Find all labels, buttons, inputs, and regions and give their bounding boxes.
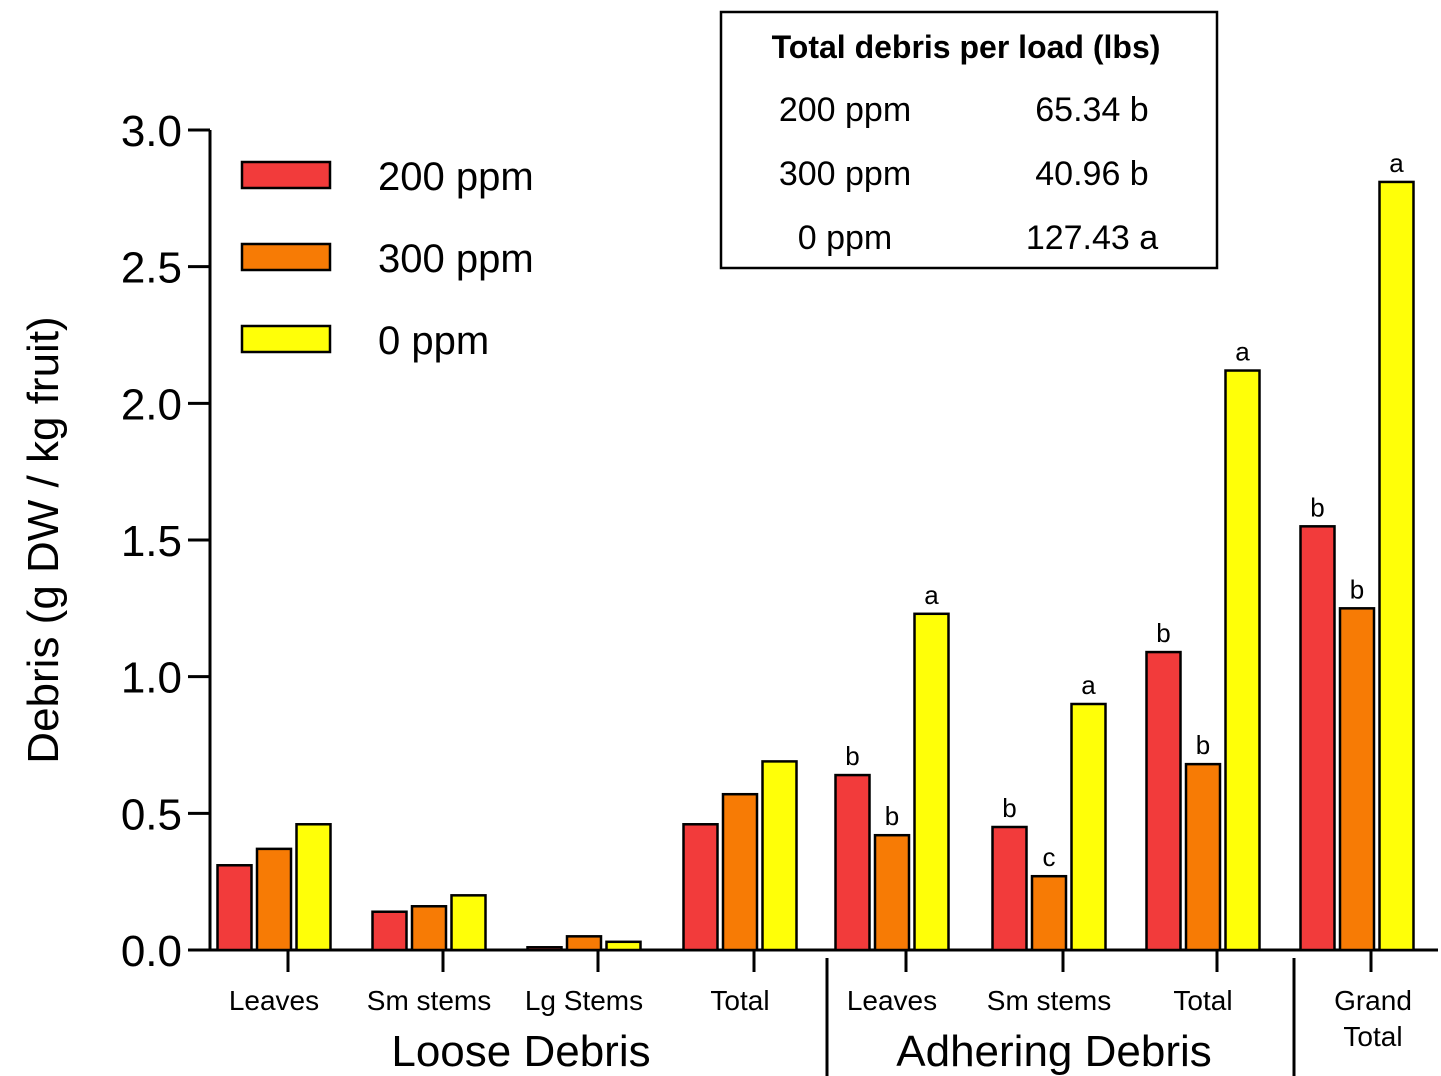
y-axis-title: Debris (g DW / kg fruit) (19, 316, 68, 763)
group-label: Loose Debris (391, 1027, 650, 1076)
x-category-label: Leaves (847, 985, 937, 1016)
inset-table-title: Total debris per load (lbs) (772, 29, 1161, 65)
bar (684, 824, 718, 950)
bar (257, 849, 291, 950)
bar (218, 865, 252, 950)
bar (373, 912, 407, 950)
bar (412, 906, 446, 950)
significance-letter: a (1235, 337, 1250, 367)
bar (1147, 652, 1181, 950)
significance-letter: b (845, 741, 859, 771)
group-label: Adhering Debris (896, 1027, 1212, 1076)
bar (1186, 764, 1220, 950)
x-category-label: Sm stems (367, 985, 491, 1016)
x-category-label: Total (710, 985, 769, 1016)
bar (567, 936, 601, 950)
bar (452, 895, 486, 950)
inset-table-value: 40.96 b (1035, 155, 1148, 193)
bar (993, 827, 1027, 950)
y-tick-label: 0.5 (121, 790, 182, 839)
y-tick-label: 3.0 (121, 107, 182, 156)
significance-letter: a (1389, 148, 1404, 178)
inset-table-value: 127.43 a (1026, 219, 1158, 257)
significance-letter: b (1002, 793, 1016, 823)
y-tick-label: 1.0 (121, 654, 182, 703)
significance-letter: c (1043, 842, 1056, 872)
significance-letter: b (885, 801, 899, 831)
bar (1032, 876, 1066, 950)
bar (1380, 182, 1414, 950)
x-category-label: Total (1343, 1021, 1402, 1052)
bar (723, 794, 757, 950)
inset-table-value: 65.34 b (1035, 91, 1148, 129)
legend-label: 200 ppm (378, 155, 534, 199)
legend-swatch (242, 244, 330, 270)
y-tick-label: 0.0 (121, 927, 182, 976)
legend-swatch (242, 326, 330, 352)
x-category-label: Leaves (229, 985, 319, 1016)
legend-label: 300 ppm (378, 237, 534, 281)
y-tick-label: 2.5 (121, 244, 182, 293)
bar (1072, 704, 1106, 950)
y-tick-label: 1.5 (121, 517, 182, 566)
x-category-label: Lg Stems (525, 985, 643, 1016)
bar (1301, 526, 1335, 950)
legend-label: 0 ppm (378, 319, 489, 363)
significance-letter: b (1156, 618, 1170, 648)
bar (836, 775, 870, 950)
bar (1340, 608, 1374, 950)
significance-letter: a (1081, 670, 1096, 700)
inset-table-treatment: 300 ppm (779, 155, 911, 193)
y-tick-label: 2.0 (121, 380, 182, 429)
bar (1226, 371, 1260, 950)
x-category-label: Sm stems (987, 985, 1111, 1016)
inset-table-treatment: 0 ppm (798, 219, 893, 257)
x-category-label: Total (1173, 985, 1232, 1016)
legend-swatch (242, 162, 330, 188)
bar (763, 761, 797, 950)
significance-letter: b (1350, 574, 1364, 604)
significance-letter: a (924, 580, 939, 610)
inset-table-treatment: 200 ppm (779, 91, 911, 129)
bar (607, 942, 641, 950)
significance-letter: b (1310, 492, 1324, 522)
bar (915, 614, 949, 950)
bar (528, 947, 562, 950)
significance-letter: b (1196, 730, 1210, 760)
bar (297, 824, 331, 950)
bar (875, 835, 909, 950)
x-category-label: Grand (1334, 985, 1412, 1016)
